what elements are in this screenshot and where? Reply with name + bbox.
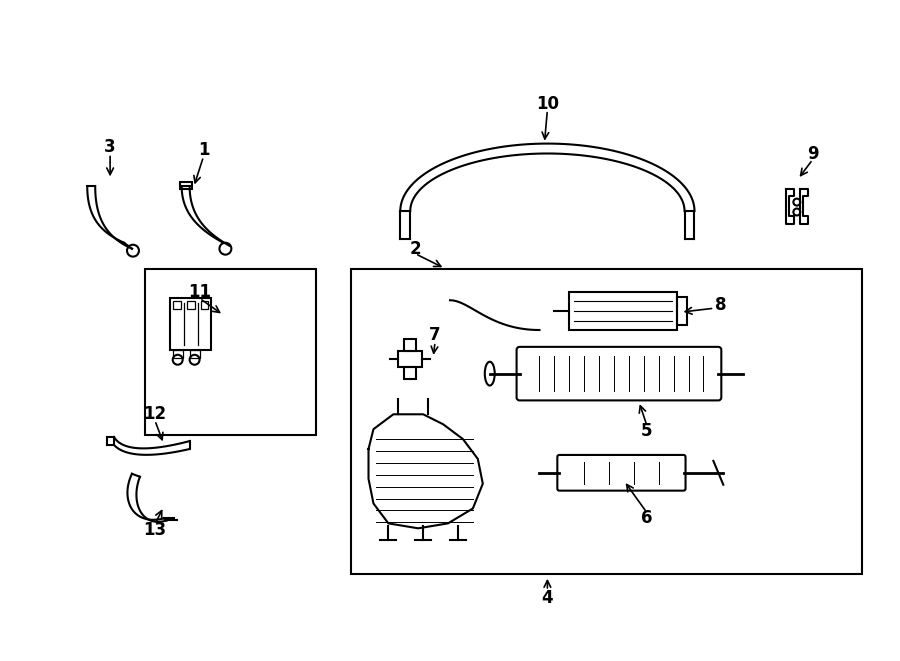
- Bar: [180, 182, 192, 189]
- Text: 4: 4: [542, 589, 554, 607]
- Text: 11: 11: [188, 284, 212, 301]
- Bar: [677, 297, 687, 325]
- Text: 12: 12: [143, 405, 166, 423]
- Bar: [399, 351, 422, 367]
- Text: 3: 3: [104, 137, 116, 155]
- Text: 5: 5: [641, 422, 652, 440]
- Text: 13: 13: [143, 522, 166, 539]
- Text: 2: 2: [410, 240, 421, 258]
- Bar: [351, 268, 862, 574]
- Text: 8: 8: [715, 296, 726, 314]
- Text: 10: 10: [536, 95, 559, 113]
- Bar: [170, 298, 211, 350]
- Text: 7: 7: [429, 326, 441, 344]
- Text: 1: 1: [198, 141, 210, 159]
- Text: 6: 6: [641, 510, 652, 527]
- Bar: [190, 350, 200, 358]
- Bar: [173, 301, 181, 309]
- Bar: [145, 268, 316, 435]
- Bar: [570, 292, 677, 330]
- Bar: [201, 301, 209, 309]
- Bar: [186, 301, 194, 309]
- Bar: [404, 339, 416, 351]
- Bar: [404, 367, 416, 379]
- Text: 9: 9: [807, 145, 819, 163]
- Bar: [173, 350, 183, 358]
